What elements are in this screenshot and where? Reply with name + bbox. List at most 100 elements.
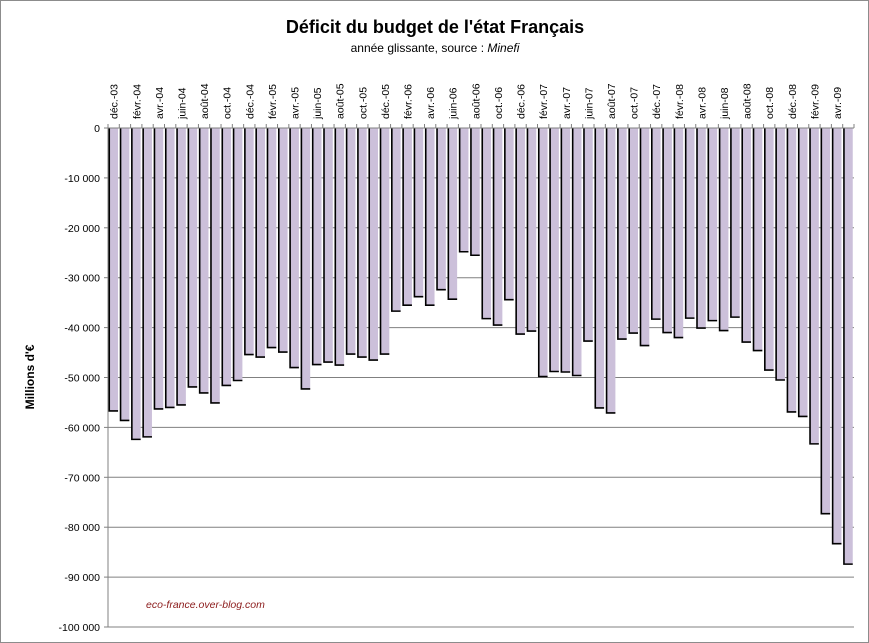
bar-outline bbox=[831, 128, 842, 545]
bar-outline bbox=[345, 128, 356, 355]
bar-outline bbox=[368, 128, 379, 361]
bar bbox=[448, 128, 458, 300]
y-axis-label: Millions d'€ bbox=[23, 344, 37, 409]
chart-subtitle-text: année glissante, source : bbox=[351, 41, 488, 55]
x-tick-label: août-08 bbox=[742, 83, 754, 119]
bar-outline bbox=[549, 128, 559, 373]
bar-outline bbox=[526, 128, 537, 332]
bar bbox=[357, 128, 367, 358]
bar bbox=[278, 128, 288, 353]
y-tick-label: -80 000 bbox=[64, 522, 100, 534]
bar bbox=[629, 128, 638, 334]
bar-outline bbox=[198, 128, 209, 394]
y-tick-label: -40 000 bbox=[64, 323, 100, 335]
chart-subtitle-source: Minefi bbox=[487, 41, 519, 55]
x-tick-label: avr.-08 bbox=[696, 87, 708, 119]
bar-outline bbox=[470, 128, 480, 257]
bar bbox=[572, 128, 582, 376]
y-tick-label: -70 000 bbox=[64, 472, 100, 484]
bar bbox=[651, 128, 661, 320]
bar bbox=[787, 128, 797, 412]
bar-outline bbox=[436, 128, 446, 291]
bar-outline bbox=[277, 128, 288, 353]
bar-outline bbox=[673, 128, 684, 339]
x-tick-label: déc.-05 bbox=[380, 84, 392, 119]
bar bbox=[606, 128, 616, 413]
y-tick-label: -30 000 bbox=[64, 273, 100, 285]
bar bbox=[154, 128, 164, 409]
bar bbox=[131, 128, 141, 440]
bar bbox=[730, 128, 740, 318]
bar-outline bbox=[300, 128, 311, 390]
bar-outline bbox=[334, 128, 345, 366]
bar bbox=[222, 128, 232, 386]
bar bbox=[380, 128, 390, 355]
bar bbox=[403, 128, 412, 306]
bar bbox=[719, 128, 729, 331]
bar bbox=[267, 128, 277, 348]
x-tick-label: févr.-07 bbox=[538, 84, 550, 119]
bar bbox=[821, 128, 831, 514]
y-tick-label: -10 000 bbox=[64, 173, 100, 185]
y-tick-label: -50 000 bbox=[64, 373, 100, 385]
bar bbox=[832, 128, 842, 544]
bar bbox=[199, 128, 209, 393]
bar bbox=[583, 128, 593, 342]
bar bbox=[109, 128, 119, 411]
bar-outline bbox=[560, 128, 571, 373]
bar-outline bbox=[639, 128, 650, 347]
bar-outline bbox=[741, 128, 752, 343]
bar bbox=[640, 128, 650, 346]
bar-outline bbox=[187, 128, 198, 388]
bar bbox=[470, 128, 480, 256]
bar-outline bbox=[696, 128, 706, 329]
bar-outline bbox=[764, 128, 774, 371]
x-tick-label: févr.-04 bbox=[131, 84, 143, 119]
bar-outline bbox=[108, 128, 119, 412]
bar bbox=[753, 128, 763, 351]
x-tick-label: avr.-09 bbox=[832, 87, 844, 119]
bar bbox=[697, 128, 706, 329]
bar bbox=[527, 128, 537, 332]
x-tick-label: févr.-06 bbox=[403, 84, 415, 119]
bar bbox=[674, 128, 684, 338]
bar bbox=[256, 128, 265, 358]
bars bbox=[108, 128, 853, 565]
bar-outline bbox=[255, 128, 265, 358]
bar bbox=[233, 128, 243, 381]
bar-outline bbox=[707, 128, 718, 322]
x-tick-label: août-05 bbox=[335, 83, 347, 119]
y-tick-label: -60 000 bbox=[64, 422, 100, 434]
bar-outline bbox=[617, 128, 627, 340]
bar bbox=[312, 128, 322, 365]
bar-outline bbox=[232, 128, 243, 382]
bar bbox=[595, 128, 605, 408]
bar bbox=[290, 128, 299, 368]
bar-outline bbox=[662, 128, 672, 334]
x-tick-label: juin-05 bbox=[312, 87, 324, 120]
bar-outline bbox=[164, 128, 175, 409]
bar-outline bbox=[843, 128, 853, 565]
x-tick-label: oct.-05 bbox=[357, 87, 369, 119]
bar bbox=[482, 128, 492, 319]
bar-outline bbox=[323, 128, 333, 363]
bar-outline bbox=[424, 128, 435, 306]
bar bbox=[663, 128, 672, 333]
x-tick-label: déc.-08 bbox=[787, 84, 799, 119]
bar-outline bbox=[718, 128, 729, 332]
bar bbox=[459, 128, 469, 252]
bar bbox=[538, 128, 548, 377]
bar bbox=[391, 128, 401, 312]
bar-outline bbox=[492, 128, 503, 326]
bar-outline bbox=[176, 128, 186, 406]
x-tick-label: août-06 bbox=[470, 83, 482, 119]
bar-outline bbox=[142, 128, 152, 438]
gridlines bbox=[108, 177, 854, 628]
x-tick-label: juin-04 bbox=[176, 87, 188, 120]
y-tick-label: -100 000 bbox=[59, 622, 101, 634]
bar-outline bbox=[413, 128, 424, 298]
bar-outline bbox=[311, 128, 322, 366]
y-tick-label: 0 bbox=[94, 123, 100, 135]
bar-outline bbox=[571, 128, 582, 377]
